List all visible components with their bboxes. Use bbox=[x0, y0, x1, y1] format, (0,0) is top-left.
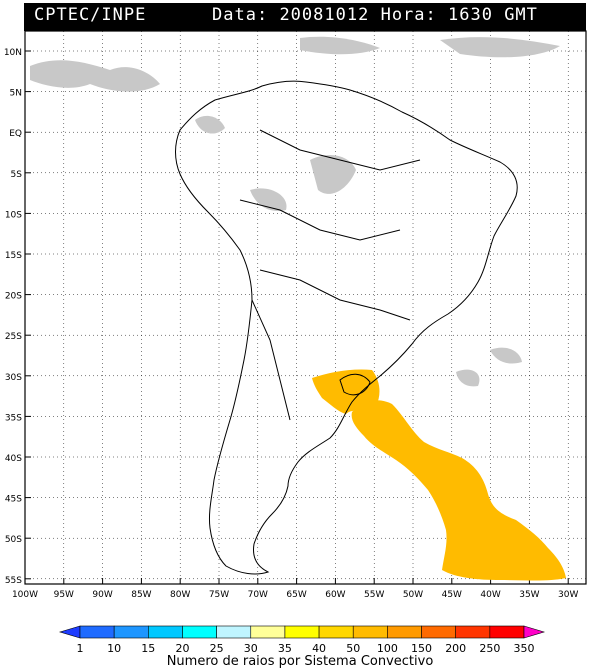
colorbar-arrow-left bbox=[58, 625, 81, 639]
colorbar-tick-label: 40 bbox=[312, 642, 326, 654]
storm-main bbox=[351, 400, 566, 581]
colorbar-cell bbox=[250, 625, 286, 639]
lon-label: 75W bbox=[209, 590, 229, 600]
lon-label: 95W bbox=[54, 590, 74, 600]
border-amazon bbox=[259, 129, 421, 171]
cloud-layer bbox=[30, 36, 560, 387]
lon-label: 30W bbox=[558, 590, 578, 600]
colorbar-cell bbox=[182, 625, 217, 639]
lightning-systems bbox=[312, 369, 566, 581]
header-org: CPTEC/INPE bbox=[34, 5, 147, 25]
border-uruguay bbox=[339, 373, 371, 396]
map-frame bbox=[24, 30, 587, 585]
time-value: 1630 GMT bbox=[448, 5, 538, 25]
lat-label: 5N bbox=[10, 89, 22, 99]
colorbar-cell bbox=[113, 625, 149, 639]
graticule bbox=[24, 31, 586, 584]
colorbar-cell bbox=[318, 625, 354, 639]
lat-label: 15S bbox=[5, 251, 22, 261]
date-label: Data: bbox=[212, 5, 269, 25]
border-central bbox=[239, 199, 401, 241]
colorbar-tick-label: 200 bbox=[445, 642, 466, 654]
colorbar-tick-label: 1 bbox=[77, 642, 84, 654]
colorbar-ticks: 1 10 15 20 25 30 35 40 50 100 150 200 250 350 bbox=[77, 642, 535, 654]
land-borders bbox=[175, 80, 518, 575]
colorbar-cell bbox=[284, 625, 320, 639]
map-canvas: 10N5NEQ5S10S15S20S25S30S35S40S45S50S55S … bbox=[4, 30, 587, 600]
lat-label: 20S bbox=[5, 292, 22, 302]
lon-label: 80W bbox=[170, 590, 190, 600]
lon-label: 55W bbox=[364, 590, 384, 600]
colorbar-cell bbox=[352, 625, 388, 639]
colorbar-cell bbox=[387, 625, 422, 639]
lat-label: 25S bbox=[5, 332, 22, 342]
colorbar-tick-label: 10 bbox=[107, 642, 121, 654]
lat-label: 5S bbox=[11, 170, 23, 180]
colorbar-tick-label: 250 bbox=[479, 642, 500, 654]
lon-label: 50W bbox=[403, 590, 423, 600]
cloud-n bbox=[300, 36, 380, 55]
colorbar-cell bbox=[79, 625, 115, 639]
cloud-ne bbox=[440, 37, 560, 58]
lat-label: 45S bbox=[5, 495, 22, 505]
lon-label: 65W bbox=[286, 590, 306, 600]
storm-north bbox=[312, 369, 380, 414]
lat-label: 10N bbox=[4, 48, 22, 58]
lon-label: 85W bbox=[131, 590, 151, 600]
colorbar-tick-label: 25 bbox=[210, 642, 224, 654]
header-datetime: Data: 20081012 Hora: 1630 GMT bbox=[212, 5, 538, 25]
continent-outline bbox=[175, 80, 518, 575]
colorbar-title: Numero de raios por Sistema Convectivo bbox=[166, 654, 434, 669]
colorbar-cell bbox=[455, 625, 491, 639]
lat-label: 55S bbox=[5, 576, 22, 586]
colorbar-tick-label: 30 bbox=[244, 642, 258, 654]
cloud-nw bbox=[30, 60, 160, 92]
colorbar-cell bbox=[421, 625, 456, 639]
lat-label: EQ bbox=[9, 129, 22, 139]
colorbar-cell bbox=[216, 625, 252, 639]
cloud-amazon bbox=[195, 115, 225, 134]
colorbar-tick-label: 50 bbox=[346, 642, 360, 654]
colorbar-arrow-right bbox=[523, 625, 546, 639]
colorbar-tick-label: 20 bbox=[175, 642, 189, 654]
border-south bbox=[259, 269, 411, 321]
colorbar: 1 10 15 20 25 30 35 40 50 100 150 200 250 350 bbox=[58, 625, 546, 654]
lat-label: 50S bbox=[5, 535, 22, 545]
colorbar-tick-label: 150 bbox=[411, 642, 432, 654]
colorbar-tick-label: 100 bbox=[377, 642, 398, 654]
cloud-east bbox=[490, 347, 522, 364]
colorbar-tick-label: 350 bbox=[514, 642, 535, 654]
cloud-ocean bbox=[456, 369, 480, 387]
date-value: 20081012 bbox=[279, 5, 370, 25]
longitude-labels: 100W 95W 90W 85W 80W 75W 70W 65W 60W 55W 50W 45W 40W… bbox=[12, 590, 579, 600]
lon-label: 45W bbox=[442, 590, 462, 600]
lat-label: 40S bbox=[5, 454, 22, 464]
cloud-brazil bbox=[250, 188, 287, 212]
lat-label: 10S bbox=[5, 210, 22, 220]
colorbar-cell bbox=[489, 625, 525, 639]
time-label: Hora: bbox=[380, 5, 437, 25]
lon-label: 60W bbox=[325, 590, 345, 600]
lon-label: 70W bbox=[248, 590, 268, 600]
lon-label: 40W bbox=[480, 590, 500, 600]
colorbar-cells bbox=[58, 625, 546, 639]
lat-label: 35S bbox=[5, 413, 22, 423]
border-andes bbox=[251, 299, 291, 421]
latitude-labels: 10N 5N EQ 5S 10S 15S 20S 25S 30S 35S 40S 45S 50S 55S bbox=[4, 48, 22, 586]
lon-label: 100W bbox=[12, 590, 38, 600]
cloud-central bbox=[310, 155, 356, 194]
title-bar: CPTEC/INPE Data: 20081012 Hora: 1630 GMT bbox=[24, 3, 586, 31]
colorbar-tick-label: 15 bbox=[141, 642, 155, 654]
lat-label: 30S bbox=[5, 373, 22, 383]
colorbar-cell bbox=[148, 625, 183, 639]
colorbar-tick-label: 35 bbox=[278, 642, 292, 654]
lon-label: 90W bbox=[92, 590, 112, 600]
lon-label: 35W bbox=[519, 590, 539, 600]
